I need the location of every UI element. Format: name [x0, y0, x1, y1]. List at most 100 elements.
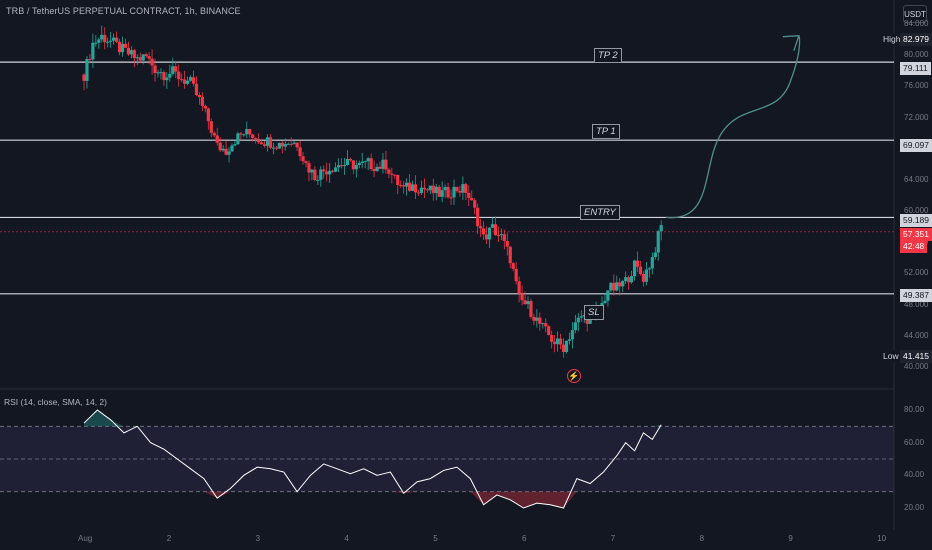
candle-body: [191, 77, 196, 84]
symbol-title[interactable]: TRB / TetherUS PERPETUAL CONTRACT, 1h, B…: [6, 6, 241, 16]
rsi-tick-label: 40.00: [904, 470, 925, 480]
candle-body: [351, 160, 355, 170]
candle-body: [257, 138, 261, 143]
candle-body: [609, 282, 613, 291]
candle-body: [94, 42, 98, 44]
candle-body: [227, 151, 231, 155]
candle-body: [390, 173, 394, 175]
tp1-tag[interactable]: TP 1: [592, 124, 620, 139]
candle-body: [339, 165, 344, 167]
candle-body: [268, 137, 273, 148]
time-tick-label: 4: [344, 534, 349, 543]
time-tick-label: 6: [522, 534, 527, 543]
candle-body: [505, 240, 509, 247]
candle-body: [561, 344, 566, 353]
candle-body: [396, 175, 400, 185]
candle-body: [470, 197, 474, 201]
rsi-title[interactable]: RSI (14, close, SMA, 14, 2): [4, 397, 107, 407]
candle-body: [449, 197, 453, 199]
price-tick-label: 72.000: [904, 112, 929, 122]
candle-body: [650, 257, 654, 269]
candle-body: [635, 260, 640, 267]
candle-body: [135, 57, 139, 59]
candle-body: [496, 235, 500, 237]
candle-body: [360, 161, 364, 163]
candle-body: [112, 37, 116, 41]
candle-body: [621, 281, 625, 287]
candle-body: [200, 97, 204, 106]
candle-body: [120, 43, 125, 53]
candle-body: [206, 108, 210, 122]
price-tick-label: 80.000: [904, 50, 929, 60]
candle-body: [274, 147, 278, 149]
candle-body: [331, 170, 335, 172]
candle-body: [511, 263, 515, 269]
candle-body: [476, 207, 480, 227]
candle-body: [304, 161, 308, 164]
candle-body: [393, 174, 397, 176]
candle-body: [126, 47, 130, 55]
candle-body: [612, 282, 616, 291]
candle-body: [215, 135, 219, 143]
time-tick-label: 3: [255, 534, 261, 543]
candle-body: [109, 40, 113, 42]
tp2-tag[interactable]: TP 2: [594, 48, 622, 63]
candle-body: [117, 41, 122, 53]
time-tick-label: 7: [610, 534, 616, 543]
time-tick-label: 10: [877, 534, 887, 543]
candle-body: [508, 246, 512, 264]
candle-body: [517, 281, 521, 294]
candle-body: [106, 41, 110, 43]
candle-body: [399, 184, 403, 186]
time-tick-label: 2: [166, 534, 172, 543]
candle-body: [378, 166, 382, 169]
candle-body: [150, 58, 154, 66]
candle-body: [419, 187, 424, 194]
candle-body: [316, 179, 320, 181]
candle-body: [606, 290, 610, 301]
currency-button[interactable]: USDT: [903, 5, 927, 23]
sl-tag[interactable]: SL: [584, 305, 604, 320]
candle-body: [357, 162, 361, 165]
candle-body: [550, 335, 554, 342]
candle-body: [538, 317, 542, 324]
candle-body: [283, 143, 287, 147]
candle-body: [431, 185, 435, 194]
candle-body: [218, 142, 222, 151]
candle-body: [482, 228, 486, 235]
candle-body: [129, 50, 133, 55]
candle-body: [647, 268, 651, 270]
price-tick-label: 64.000: [904, 174, 929, 184]
time-tick-label: 8: [699, 534, 705, 543]
time-tick-label: Aug: [78, 534, 93, 543]
price-tick-label: 84.000: [904, 19, 929, 28]
candle-body: [413, 184, 418, 193]
candle-body: [455, 186, 459, 191]
candle-body: [570, 330, 574, 340]
candle-body: [325, 171, 329, 175]
candle-body: [236, 133, 240, 145]
candle-body: [103, 34, 107, 43]
candle-body: [618, 282, 622, 287]
candle-body: [535, 317, 539, 321]
rsi-line[interactable]: [83, 409, 662, 509]
candle-body: [381, 159, 385, 169]
low-label: Low: [880, 350, 902, 363]
candle-body: [464, 184, 468, 193]
candle-body: [138, 57, 142, 61]
candle-body: [653, 252, 657, 258]
entry-tag[interactable]: ENTRY: [580, 205, 620, 220]
candle-body: [345, 158, 350, 166]
candle-body: [484, 234, 489, 240]
flash-icon[interactable]: ⚡: [567, 369, 581, 383]
candle-body: [638, 266, 643, 274]
candle-body: [233, 144, 237, 146]
projection-curve[interactable]: [665, 35, 801, 219]
candle-body: [242, 134, 246, 136]
candle-body: [425, 189, 429, 191]
candle-body: [159, 72, 163, 74]
candle-body: [132, 50, 136, 59]
candle-body: [147, 56, 151, 59]
candle-body: [88, 59, 92, 61]
